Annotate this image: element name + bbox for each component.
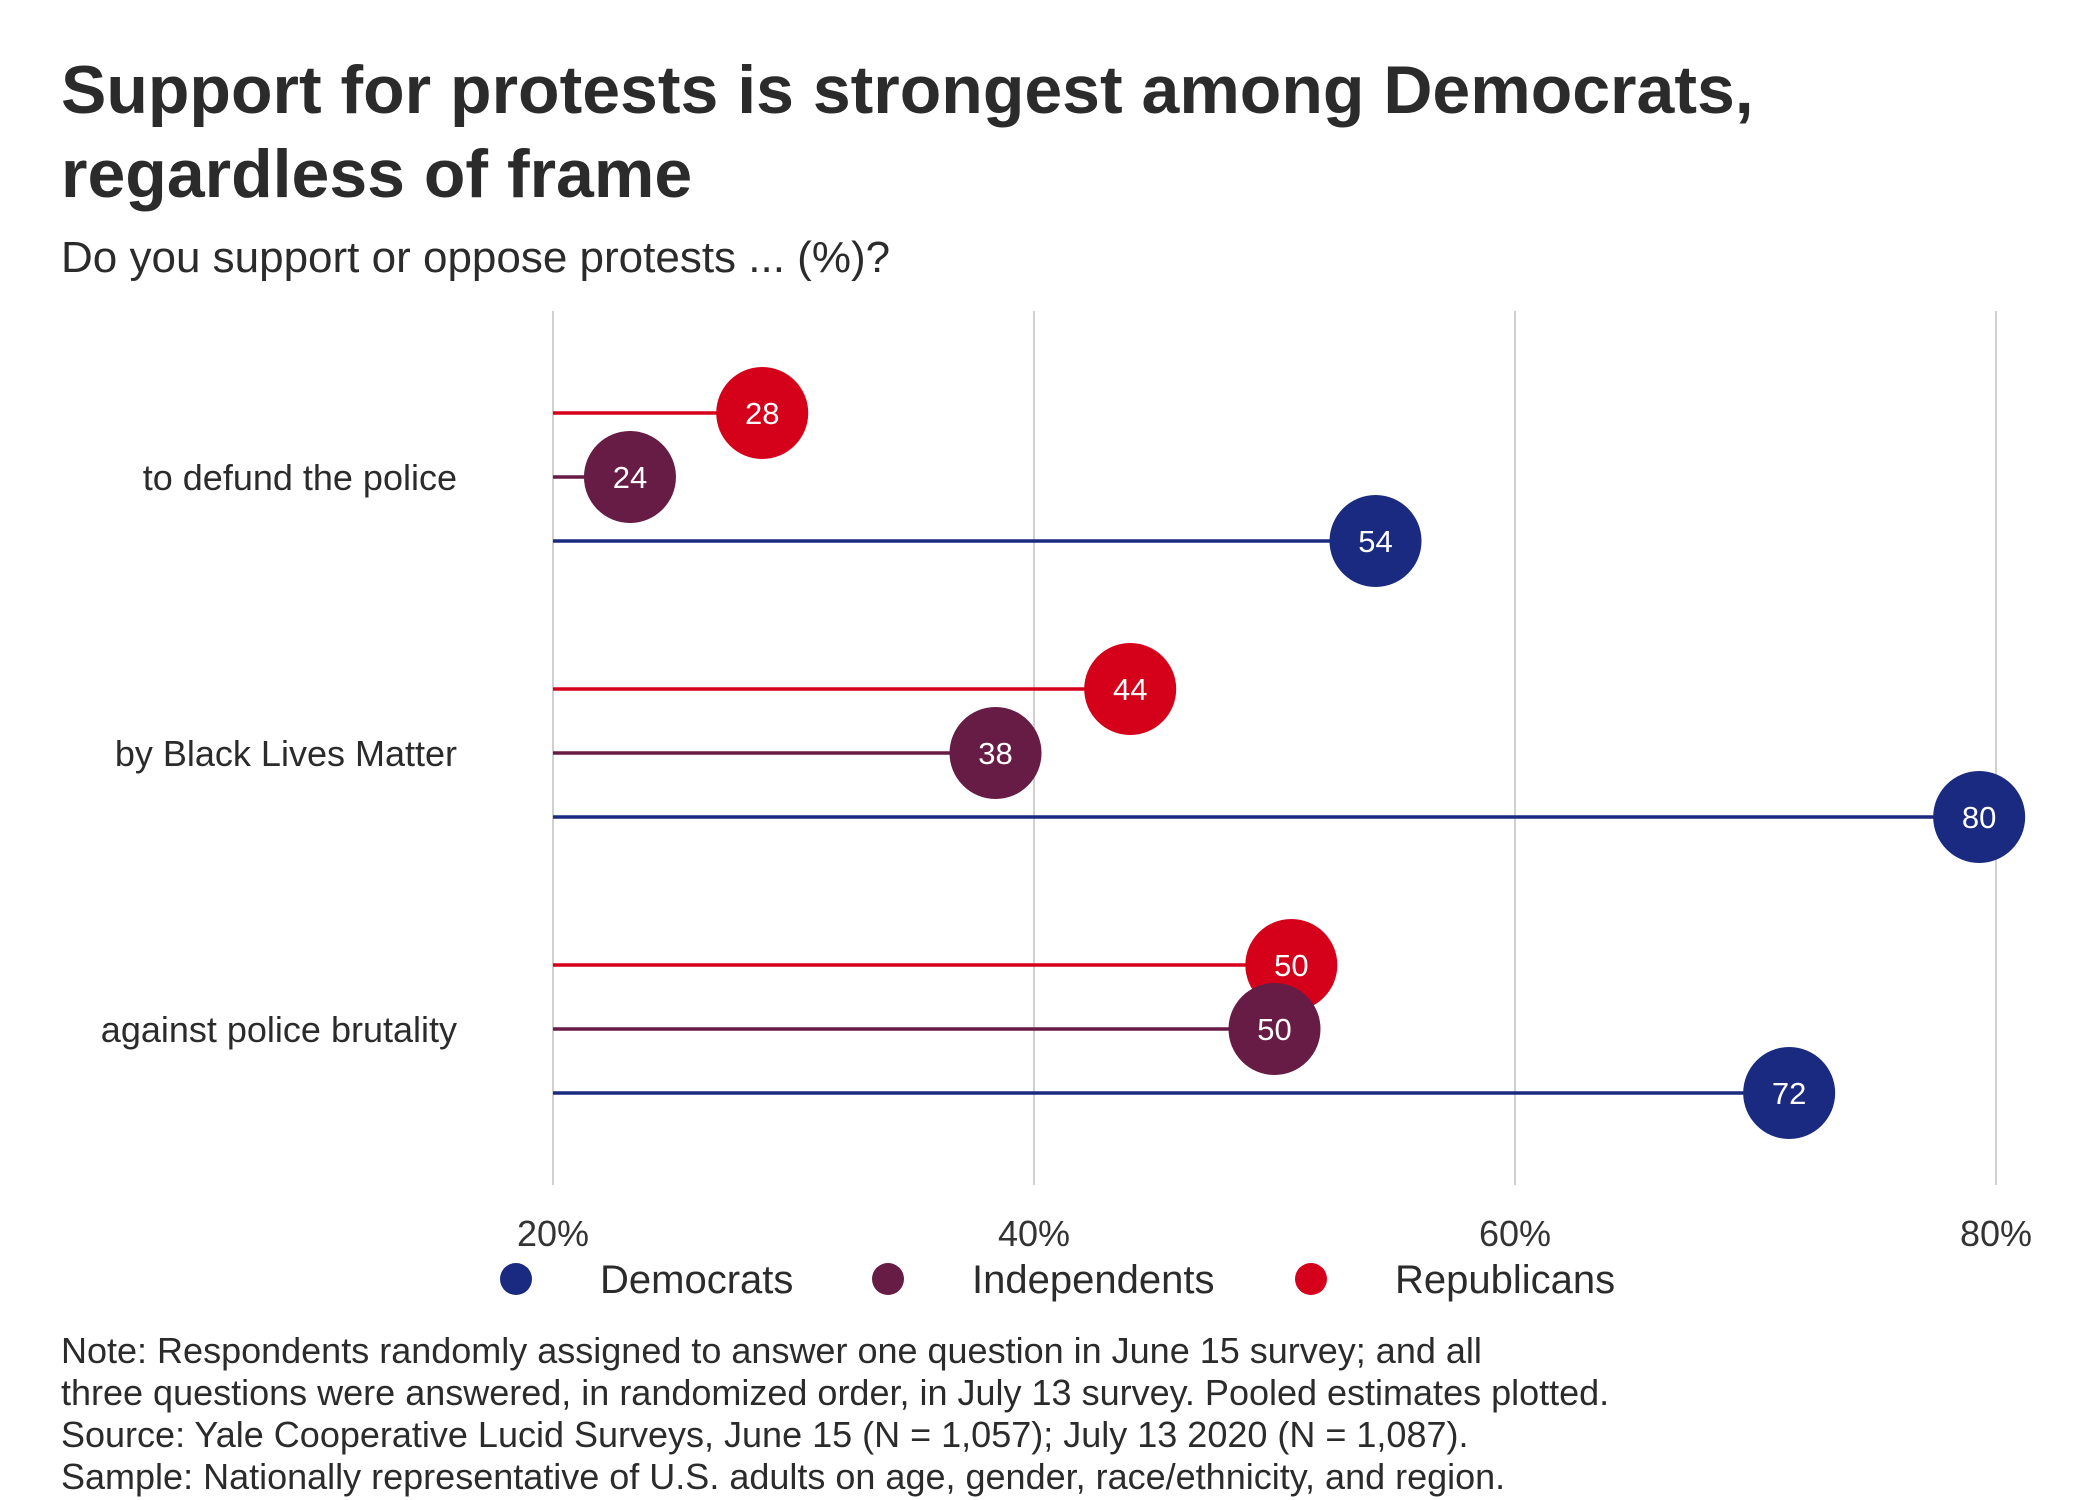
category-label: against police brutality	[101, 1009, 457, 1050]
category-label: to defund the police	[143, 457, 457, 498]
note-line: Note: Respondents randomly assigned to a…	[61, 1330, 1482, 1371]
lollipop-dot	[716, 367, 809, 459]
chart-title: Support for protests is strongest among …	[61, 52, 1754, 212]
data-label: 50	[1257, 1012, 1291, 1047]
data-label: 38	[978, 736, 1012, 771]
chart-subtitle: Do you support or oppose protests ... (%…	[61, 233, 891, 282]
legend-label: Independents	[972, 1258, 1214, 1302]
chart-notes: Note: Respondents randomly assigned to a…	[61, 1330, 2061, 1498]
source-line: Source: Yale Cooperative Lucid Surveys, …	[61, 1414, 1469, 1455]
lollipop-dot	[1743, 1047, 1836, 1139]
note-line: three questions were answered, in random…	[61, 1372, 1610, 1413]
data-label: 50	[1274, 948, 1308, 983]
lollipop-dot	[1329, 495, 1422, 587]
data-label: 54	[1358, 524, 1392, 559]
grid-lines	[552, 311, 1997, 1185]
x-axis-tick-labels: 20% 40% 60% 80%	[517, 1213, 2032, 1254]
legend-swatch	[500, 1263, 532, 1295]
data-label: 80	[1962, 800, 1996, 835]
lollipop-chart: to defund the police by Black Lives Matte…	[101, 311, 2032, 1302]
data-label: 28	[745, 396, 779, 431]
data-label: 24	[613, 460, 647, 495]
legend-swatch	[1295, 1263, 1327, 1295]
x-tick-label: 20%	[517, 1213, 589, 1254]
x-tick-label: 80%	[1960, 1213, 2032, 1254]
x-tick-label: 60%	[1479, 1213, 1551, 1254]
data-label: 72	[1772, 1076, 1806, 1111]
lollipop-dot	[1084, 643, 1177, 735]
lollipop-dot	[1228, 983, 1321, 1075]
category-label: by Black Lives Matter	[115, 733, 457, 774]
lollipop-dot	[583, 431, 676, 523]
data-label: 44	[1113, 672, 1147, 707]
lollipop-dot	[949, 707, 1042, 799]
lollipop-dots: 28 24 54 44 38 80 50 50 72	[583, 367, 2026, 1139]
x-tick-label: 40%	[998, 1213, 1070, 1254]
category-labels: to defund the police by Black Lives Matte…	[101, 457, 457, 1050]
legend-swatch	[872, 1263, 904, 1295]
sample-line: Sample: Nationally representative of U.S…	[61, 1456, 1506, 1497]
legend-label: Republicans	[1395, 1258, 1615, 1302]
legend-label: Democrats	[600, 1258, 793, 1302]
legend: Democrats Independents Republicans	[500, 1258, 1615, 1302]
lollipop-dot	[1933, 771, 2026, 863]
